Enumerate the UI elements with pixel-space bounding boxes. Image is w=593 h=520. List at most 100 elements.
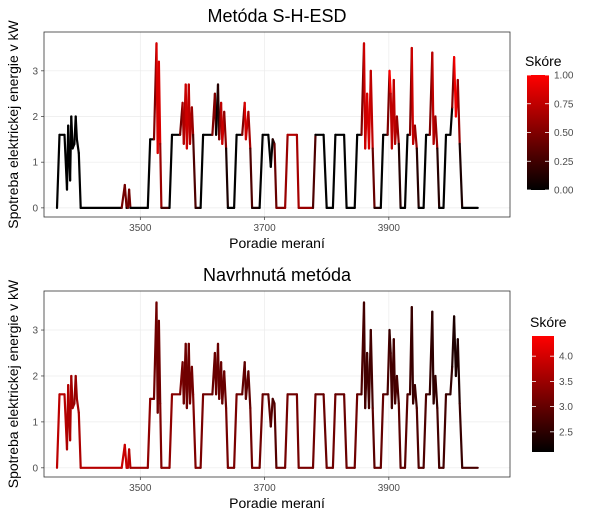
- data-line-segment: [258, 393, 264, 469]
- data-line-segment: [157, 319, 162, 405]
- data-line-segment: [247, 370, 252, 410]
- data-line-segment: [199, 393, 205, 469]
- x-axis-title: Poradie meraní: [229, 235, 325, 251]
- data-line-segment: [343, 133, 348, 209]
- legend-tick-label: 3.5: [559, 377, 573, 388]
- legend-tick-label: 4.0: [559, 352, 573, 363]
- data-line-segment: [168, 393, 174, 469]
- data-line-segment: [422, 133, 428, 209]
- data-line-segment: [284, 133, 289, 209]
- data-line-segment: [273, 142, 278, 209]
- data-line-segment: [311, 393, 317, 469]
- legend-title: Skóre: [525, 53, 562, 69]
- data-line-segment: [431, 51, 435, 145]
- data-line-segment: [415, 407, 420, 469]
- data-line-segment: [369, 328, 374, 410]
- legend-colorbar: [532, 336, 554, 452]
- data-line-segment: [413, 384, 418, 410]
- data-line-segment: [192, 393, 197, 469]
- data-line-segment: [75, 397, 80, 414]
- legend-tick-label: 1.00: [554, 71, 574, 82]
- data-line-segment: [379, 133, 385, 209]
- data-line-segment: [157, 60, 162, 145]
- data-line-segment: [436, 147, 441, 209]
- chart-title: Metóda S-H-ESD: [207, 6, 346, 26]
- data-line-segment: [225, 147, 229, 209]
- data-line-segment: [431, 310, 435, 405]
- data-line-segment: [456, 78, 461, 145]
- data-line-segment: [55, 393, 61, 469]
- chart-panel-1: Metóda S-H-ESD 0 1 2 3 3500 3700 3900 Poradie me…: [5, 6, 574, 251]
- data-line-segment: [159, 142, 163, 209]
- y-tick-label: 1: [32, 417, 38, 428]
- chart-title: Navrhnutá metóda: [203, 265, 352, 285]
- x-tick-label: 3700: [253, 483, 276, 494]
- data-line-segment: [269, 138, 274, 168]
- x-tick-label: 3900: [378, 483, 401, 494]
- legend-tick-label: 0.75: [554, 99, 574, 110]
- data-line-segment: [413, 124, 418, 150]
- data-line-segment: [233, 133, 238, 209]
- data-line-segment: [322, 133, 328, 209]
- data-line-segment: [410, 46, 415, 145]
- y-tick-label: 3: [32, 326, 38, 337]
- data-line-segment: [436, 407, 441, 469]
- data-line-segment: [70, 374, 74, 410]
- data-line-segment: [442, 393, 448, 469]
- panel-border: [43, 31, 511, 218]
- data-line-segment: [311, 133, 317, 209]
- data-line-segment: [456, 338, 461, 405]
- data-line-segment: [223, 110, 228, 150]
- data-line-segment: [168, 133, 174, 209]
- data-line-segment: [395, 115, 400, 145]
- x-tick-label: 3500: [129, 223, 152, 234]
- data-line-segment: [74, 374, 79, 400]
- legend-tick-label: 0.50: [554, 128, 574, 139]
- data-line-segment: [77, 411, 82, 469]
- data-line-segment: [397, 142, 402, 209]
- data-line-segment: [247, 110, 252, 150]
- x-tick-label: 3500: [129, 483, 152, 494]
- data-line-segment: [369, 69, 374, 150]
- data-line-segment: [233, 393, 238, 469]
- data-line-segment: [458, 402, 464, 469]
- data-line-segment: [331, 133, 337, 209]
- data-line-segment: [75, 138, 80, 155]
- data-line-segment: [273, 402, 278, 469]
- data-line-segment: [388, 69, 392, 95]
- panel-border: [43, 290, 511, 478]
- data-line-segment: [353, 133, 359, 209]
- data-line-segment: [410, 306, 415, 405]
- data-line-segment: [70, 115, 74, 150]
- data-line-segment: [434, 374, 439, 410]
- data-line-segment: [159, 402, 163, 469]
- x-tick-label: 3900: [378, 223, 401, 234]
- data-line-segment: [249, 407, 254, 469]
- data-line-segment: [458, 142, 464, 209]
- data-line-segment: [284, 393, 289, 469]
- y-tick-label: 3: [32, 66, 38, 77]
- legend-tick-label: 2.5: [559, 427, 573, 438]
- data-line-segment: [371, 407, 376, 469]
- data-line-segment: [128, 188, 132, 209]
- data-line-segment: [395, 374, 400, 405]
- legend-tick-label: 3.0: [559, 402, 573, 413]
- data-line-segment: [449, 106, 454, 136]
- data-line-segment: [190, 106, 195, 136]
- data-line-segment: [146, 397, 152, 469]
- data-line-segment: [343, 393, 348, 469]
- data-line-segment: [403, 393, 409, 469]
- data-line-segment: [322, 393, 328, 469]
- data-line-segment: [434, 115, 439, 150]
- data-line-segment: [422, 393, 428, 469]
- data-line-segment: [442, 133, 448, 209]
- data-line-segment: [146, 138, 152, 209]
- chart-panel-2: Navrhnutá metóda 0 1 2 3 3500 3700 3900 Poradie …: [5, 265, 573, 511]
- data-line-segment: [77, 151, 82, 209]
- data-line-segment: [128, 448, 132, 469]
- color-legend: Skóre 2.5 3.0 3.5 4.0: [530, 314, 573, 452]
- data-line-segment: [258, 133, 264, 209]
- data-line-segment: [295, 133, 300, 209]
- x-axis-title: Poradie meraní: [229, 495, 325, 511]
- data-line-segment: [55, 133, 61, 209]
